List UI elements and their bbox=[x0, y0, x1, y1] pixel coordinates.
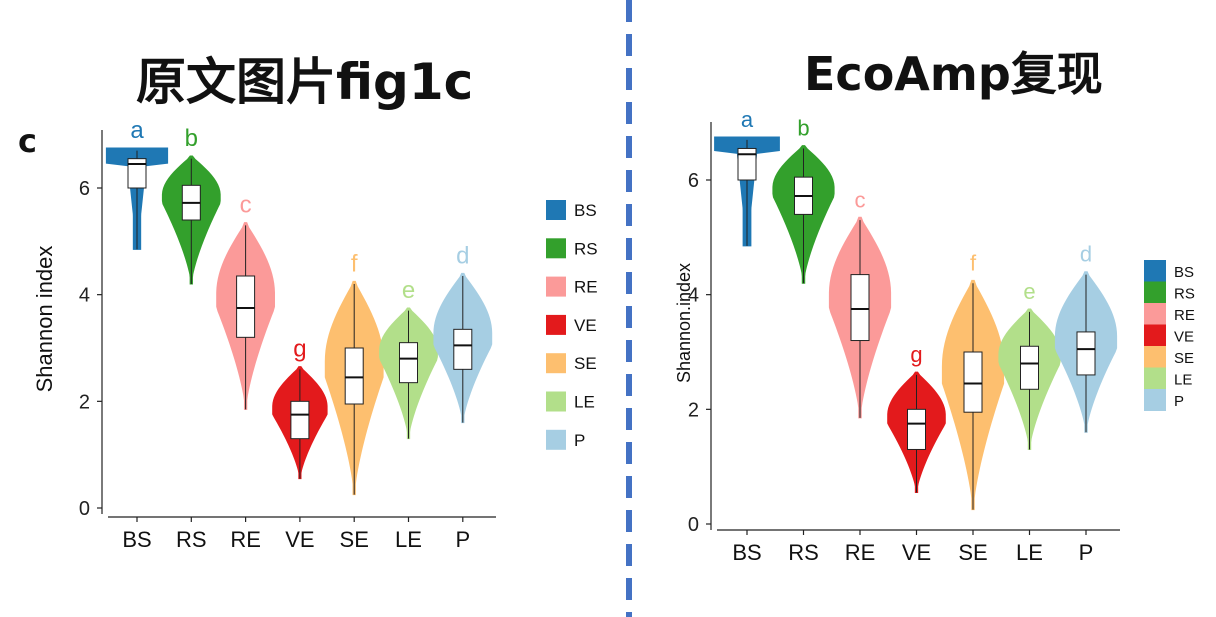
y-tick-label: 2 bbox=[79, 391, 90, 413]
legend-label-SE: SE bbox=[574, 354, 597, 373]
significance-letter-SE: f bbox=[970, 250, 977, 275]
y-tick-label: 4 bbox=[79, 285, 90, 307]
x-tick-label: SE bbox=[958, 540, 987, 565]
x-tick-label: BS bbox=[122, 527, 151, 552]
x-tick-label: P bbox=[1079, 540, 1094, 565]
significance-letter-SE: f bbox=[351, 250, 358, 277]
box-VE bbox=[907, 408, 926, 450]
legend-swatch-BS bbox=[546, 200, 566, 220]
dashed-divider bbox=[626, 0, 632, 617]
significance-letter-P: d bbox=[456, 242, 469, 269]
significance-letter-RE: c bbox=[240, 192, 252, 219]
y-tick-label: 2 bbox=[688, 399, 699, 421]
legend-swatch-RE bbox=[546, 276, 566, 297]
box-P bbox=[453, 328, 473, 370]
x-tick-label: VE bbox=[902, 540, 931, 565]
y-axis-label: Shannon.index bbox=[674, 263, 694, 383]
box-LE bbox=[1020, 345, 1039, 390]
y-tick-label: 6 bbox=[688, 170, 699, 192]
x-tick-label: P bbox=[455, 527, 470, 552]
box-BS bbox=[737, 147, 757, 181]
x-tick-label: RE bbox=[845, 540, 876, 565]
box-SE bbox=[963, 351, 983, 413]
box-RE bbox=[850, 274, 870, 342]
legend-swatch-BS bbox=[1144, 260, 1166, 282]
legend-label-BS: BS bbox=[574, 201, 597, 220]
legend-label-VE: VE bbox=[1174, 329, 1194, 346]
x-tick-label: RE bbox=[230, 527, 261, 552]
legend-label-P: P bbox=[1174, 393, 1184, 410]
legend-swatch-LE bbox=[1144, 367, 1166, 390]
chart-title-right: EcoAmp复现 bbox=[804, 47, 1103, 101]
legend-swatch-VE bbox=[546, 314, 566, 335]
box-P bbox=[1076, 331, 1096, 376]
y-tick-label: 0 bbox=[688, 514, 699, 536]
chart-panel-2: 0 2 4 6 Shannon.index BS a RS b RE c VE g SE f LE e Pd BS R… bbox=[674, 107, 1195, 565]
legend-swatch-P bbox=[546, 429, 566, 450]
x-tick-label: SE bbox=[340, 527, 369, 552]
legend-swatch-RE bbox=[1144, 303, 1166, 325]
y-tick-label: 6 bbox=[79, 178, 90, 200]
box-BS bbox=[127, 158, 147, 189]
legend-swatch-RS bbox=[1144, 281, 1166, 304]
box-VE bbox=[290, 400, 310, 440]
legend-label-RS: RS bbox=[574, 239, 598, 258]
significance-letter-BS: a bbox=[741, 107, 754, 132]
x-tick-label: LE bbox=[1016, 540, 1043, 565]
legend-swatch-SE bbox=[546, 353, 566, 374]
legend-swatch-VE bbox=[1144, 324, 1166, 347]
significance-letter-VE: g bbox=[293, 336, 306, 363]
box-RE bbox=[236, 275, 256, 338]
panel-letter: c bbox=[18, 122, 37, 160]
legend-swatch-P bbox=[1144, 389, 1166, 411]
legend-label-LE: LE bbox=[574, 393, 595, 412]
significance-letter-RS: b bbox=[185, 125, 198, 152]
legend-label-SE: SE bbox=[1174, 350, 1194, 367]
chart-panel-1: 0 2 4 6 Shannon index BS a RS b RE c VE g SE f LE e Pd BS R… bbox=[32, 117, 598, 552]
y-tick-label: 0 bbox=[79, 498, 90, 520]
x-tick-label: BS bbox=[732, 540, 761, 565]
box-LE bbox=[399, 342, 418, 384]
significance-letter-P: d bbox=[1080, 242, 1092, 267]
legend-label-P: P bbox=[574, 431, 585, 450]
legend-label-BS: BS bbox=[1174, 264, 1194, 281]
significance-letter-RE: c bbox=[855, 187, 866, 212]
legend-swatch-LE bbox=[546, 391, 566, 412]
legend-label-RE: RE bbox=[574, 278, 598, 297]
significance-letter-LE: e bbox=[1023, 279, 1035, 304]
legend-label-VE: VE bbox=[574, 316, 597, 335]
significance-letter-LE: e bbox=[402, 277, 415, 304]
legend-label-RE: RE bbox=[1174, 307, 1195, 324]
significance-letter-VE: g bbox=[910, 342, 922, 367]
box-SE bbox=[344, 347, 364, 405]
legend-swatch-SE bbox=[1144, 346, 1166, 368]
x-tick-label: VE bbox=[285, 527, 314, 552]
y-axis-label: Shannon index bbox=[32, 246, 57, 393]
chart-title-left: 原文图片fig1c bbox=[136, 53, 474, 111]
y-tick-label: 4 bbox=[688, 285, 699, 307]
x-tick-label: RS bbox=[788, 540, 819, 565]
legend-label-RS: RS bbox=[1174, 286, 1195, 303]
legend-swatch-RS bbox=[546, 238, 566, 259]
significance-letter-RS: b bbox=[797, 116, 809, 141]
x-tick-label: LE bbox=[395, 527, 422, 552]
significance-letter-BS: a bbox=[130, 117, 144, 144]
x-tick-label: RS bbox=[176, 527, 207, 552]
legend-label-LE: LE bbox=[1174, 372, 1192, 389]
